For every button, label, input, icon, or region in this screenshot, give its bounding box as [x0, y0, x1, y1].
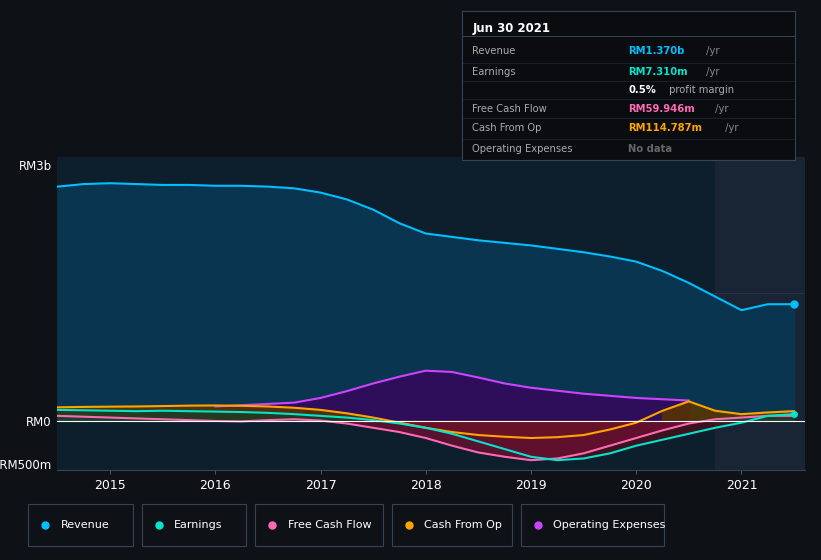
Text: Operating Expenses: Operating Expenses — [472, 144, 573, 154]
Bar — [29, 504, 133, 547]
Text: Operating Expenses: Operating Expenses — [553, 520, 666, 530]
Text: profit margin: profit margin — [666, 85, 734, 95]
Bar — [521, 504, 663, 547]
Bar — [715, 157, 805, 470]
Text: RM1.370b: RM1.370b — [629, 46, 685, 56]
Text: Cash From Op: Cash From Op — [424, 520, 502, 530]
Text: /yr: /yr — [713, 104, 729, 114]
Bar — [255, 504, 383, 547]
Text: /yr: /yr — [703, 67, 719, 77]
Text: Revenue: Revenue — [61, 520, 110, 530]
Text: RM59.946m: RM59.946m — [629, 104, 695, 114]
Text: /yr: /yr — [722, 123, 738, 133]
Text: No data: No data — [629, 144, 672, 154]
Text: Cash From Op: Cash From Op — [472, 123, 542, 133]
Text: RM7.310m: RM7.310m — [629, 67, 688, 77]
Text: Jun 30 2021: Jun 30 2021 — [472, 22, 550, 35]
Text: Free Cash Flow: Free Cash Flow — [472, 104, 547, 114]
Text: Earnings: Earnings — [472, 67, 516, 77]
Text: Earnings: Earnings — [174, 520, 222, 530]
Text: RM114.787m: RM114.787m — [629, 123, 703, 133]
Text: /yr: /yr — [703, 46, 719, 56]
Text: Free Cash Flow: Free Cash Flow — [288, 520, 371, 530]
Bar — [142, 504, 246, 547]
Bar — [392, 504, 511, 547]
Text: 0.5%: 0.5% — [629, 85, 656, 95]
Text: Revenue: Revenue — [472, 46, 516, 56]
